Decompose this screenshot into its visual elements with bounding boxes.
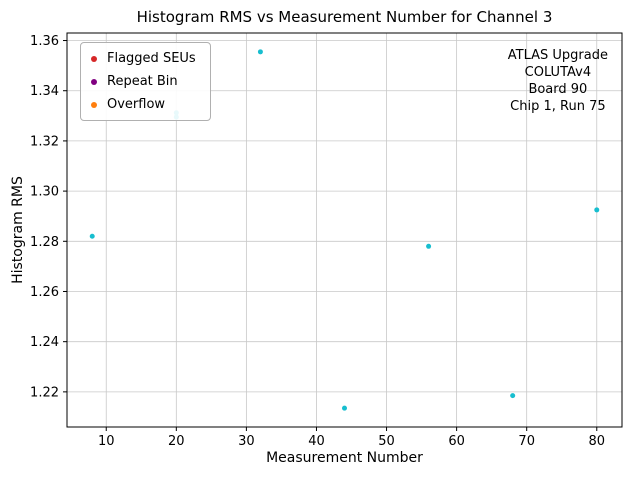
- annotation-line: ATLAS Upgrade: [507, 48, 608, 63]
- y-tick-label: 1.36: [30, 34, 59, 49]
- annotation-line: Board 90: [528, 81, 588, 97]
- x-tick-label: 50: [378, 434, 395, 449]
- legend: Flagged SEUs Repeat Bin Overflow: [80, 42, 211, 121]
- x-tick-label: 40: [308, 434, 325, 449]
- annotation-line: Chip 1, Run 75: [510, 98, 606, 114]
- legend-item-label: Flagged SEUs: [107, 51, 196, 66]
- y-tick-label: 1.24: [30, 335, 59, 350]
- data-point: [426, 243, 432, 249]
- y-tick-label: 1.30: [30, 185, 59, 200]
- x-tick-label: 70: [518, 434, 535, 449]
- data-point: [342, 405, 347, 411]
- data-point: [594, 207, 600, 213]
- y-tick-label: 1.26: [30, 285, 59, 300]
- legend-item-label: Repeat Bin: [107, 74, 178, 89]
- y-tick-label: 1.32: [30, 134, 59, 149]
- data-point: [257, 49, 263, 55]
- x-tick-label: 60: [448, 434, 465, 449]
- x-tick-label: 20: [168, 434, 185, 449]
- run-info-annotation: ATLAS Upgrade COLUTAv4 Board 90 Chip 1, …: [508, 48, 608, 116]
- legend-item-repeat-bin: Repeat Bin: [91, 74, 196, 89]
- plot-border: [66, 32, 623, 428]
- legend-item-flagged-seus: Flagged SEUs: [91, 51, 196, 66]
- x-axis-label: Measurement Number: [266, 450, 423, 466]
- y-tick-label: 1.34: [30, 84, 59, 99]
- legend-item-overflow: Overflow: [91, 97, 196, 112]
- annotation-line: COLUTAv4: [524, 64, 592, 80]
- data-point: [89, 233, 95, 239]
- y-axis-label: Histogram RMS: [10, 176, 26, 284]
- data-point: [510, 393, 516, 399]
- x-tick-label: 10: [98, 434, 115, 449]
- x-tick-label: 30: [238, 434, 255, 449]
- repeat-bin-marker-icon: [91, 78, 97, 85]
- overflow-marker-icon: [91, 101, 97, 108]
- flagged-seus-marker-icon: [91, 55, 97, 62]
- y-tick-label: 1.22: [30, 385, 59, 400]
- x-tick-label: 80: [588, 434, 605, 449]
- y-tick-label: 1.28: [30, 235, 59, 250]
- chart-title: Histogram RMS vs Measurement Number for …: [136, 8, 553, 26]
- legend-item-label: Overflow: [107, 97, 166, 112]
